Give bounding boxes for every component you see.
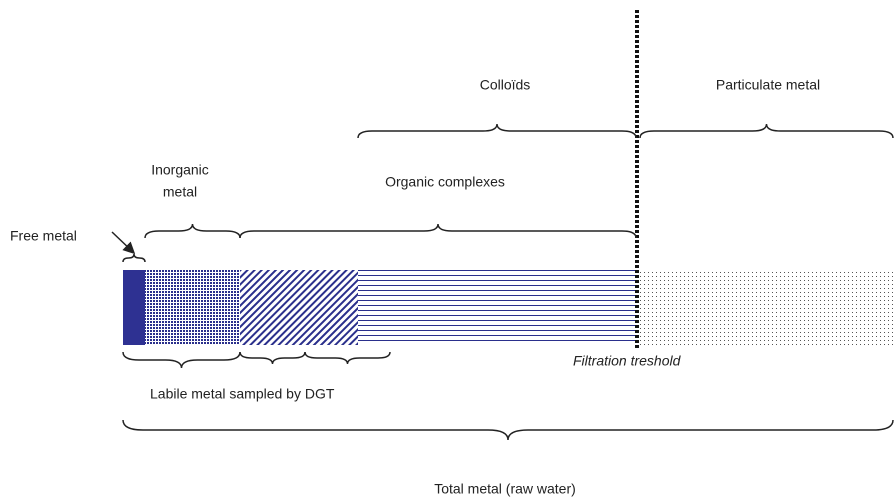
label: Organic complexes	[385, 174, 505, 190]
label: Total metal (raw water)	[434, 481, 576, 497]
organic-segment	[358, 270, 638, 345]
particulate-segment	[638, 270, 895, 345]
brace	[122, 351, 241, 369]
brace	[122, 419, 894, 441]
brace	[122, 253, 146, 263]
brace	[639, 123, 894, 139]
label: Free metal	[10, 228, 77, 244]
label: Inorganic	[151, 162, 209, 178]
free-metal-segment	[123, 270, 145, 345]
brace	[304, 351, 391, 365]
inorganic-segment	[145, 270, 240, 345]
brace	[239, 223, 637, 239]
brace	[239, 351, 306, 365]
labile-organic-segment	[240, 270, 358, 345]
label: Colloïds	[480, 77, 531, 93]
label: Filtration treshold	[573, 353, 682, 369]
brace	[144, 223, 241, 239]
label: metal	[163, 184, 197, 200]
label: Labile metal sampled by DGT	[150, 386, 335, 402]
label: Particulate metal	[716, 77, 820, 93]
arrow	[111, 231, 136, 255]
brace	[357, 123, 637, 139]
